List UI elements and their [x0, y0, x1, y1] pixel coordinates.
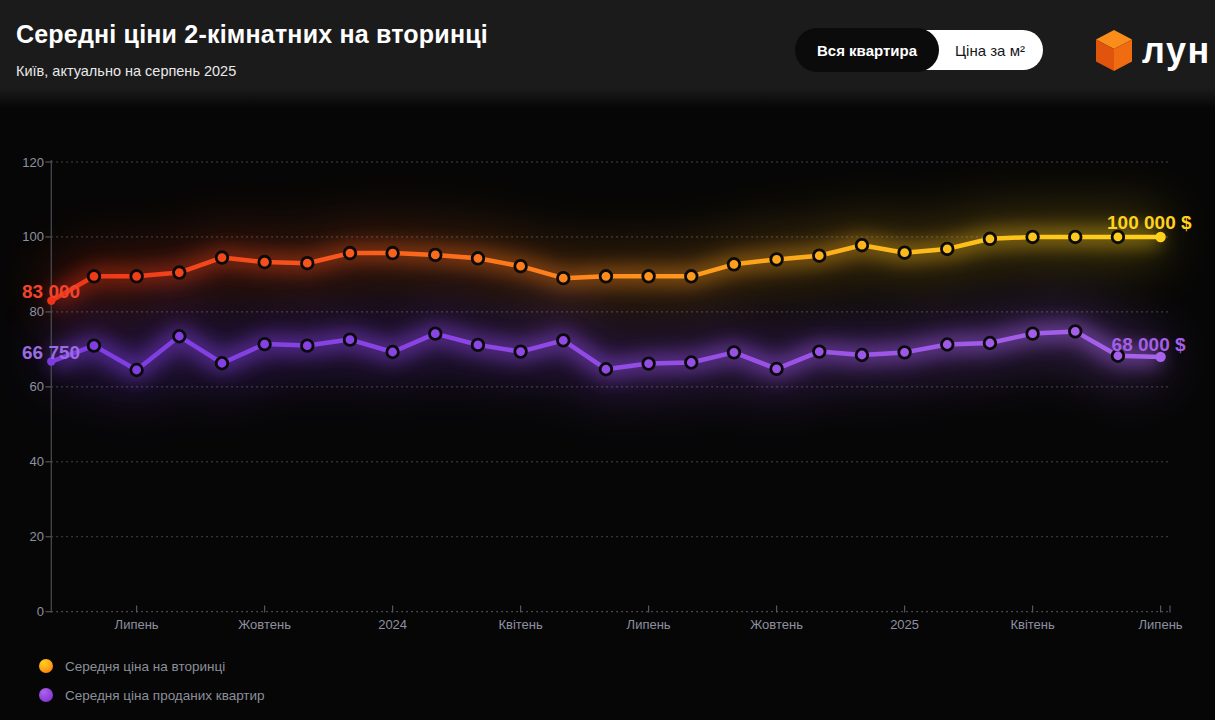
x-axis-label: Квітень [1010, 617, 1055, 632]
legend-dot-orange-icon [39, 659, 53, 673]
lun-logo-text: лун [1142, 29, 1211, 73]
data-point[interactable] [557, 335, 569, 347]
data-point[interactable] [813, 346, 825, 358]
legend-item-secondary-price: Середня ціна на вторинці [39, 653, 265, 679]
data-point[interactable] [344, 334, 356, 346]
data-point[interactable] [1069, 231, 1081, 243]
series-glow [51, 237, 1160, 301]
data-point[interactable] [856, 349, 868, 361]
data-point[interactable] [600, 363, 612, 375]
data-point[interactable] [813, 250, 825, 262]
data-point[interactable] [685, 357, 697, 369]
data-point[interactable] [472, 253, 484, 265]
data-point[interactable] [1027, 231, 1039, 243]
data-point[interactable] [685, 270, 697, 282]
y-axis-label: 120 [22, 155, 44, 170]
y-axis-label: 20 [30, 529, 44, 544]
series-line [51, 237, 1160, 301]
data-point[interactable] [47, 296, 55, 304]
y-axis-label: 40 [30, 454, 44, 469]
data-point[interactable] [1112, 350, 1124, 362]
data-point[interactable] [643, 358, 655, 370]
value-annotation: 100 000 $ [1107, 212, 1192, 233]
price-mode-toggle: Вся квартира Ціна за м² [797, 30, 1043, 70]
data-point[interactable] [131, 364, 143, 376]
data-point[interactable] [771, 363, 783, 375]
data-point[interactable] [984, 337, 996, 349]
page-title: Середні ціни 2-кімнатних на вторинці [16, 20, 488, 49]
x-axis-label: Жовтень [238, 617, 291, 632]
data-point[interactable] [216, 252, 228, 264]
data-point[interactable] [1027, 328, 1039, 340]
data-point[interactable] [88, 340, 100, 352]
page: Середні ціни 2-кімнатних на вторинці Киї… [0, 0, 1215, 720]
data-point[interactable] [515, 346, 527, 358]
lun-logo: лун [1095, 29, 1211, 73]
data-point[interactable] [1155, 232, 1165, 242]
data-point[interactable] [429, 249, 441, 261]
data-point[interactable] [515, 260, 527, 272]
toggle-option-price-per-m2[interactable]: Ціна за м² [937, 30, 1043, 70]
data-point[interactable] [984, 233, 996, 245]
toggle-option-whole-apartment[interactable]: Вся квартира [797, 30, 937, 70]
data-point[interactable] [387, 346, 399, 358]
data-point[interactable] [173, 267, 185, 279]
data-point[interactable] [941, 339, 953, 351]
chart-legend: Середня ціна на вторинці Середня ціна пр… [39, 653, 265, 711]
x-axis-label: 2025 [890, 617, 919, 632]
series-glow [51, 237, 1160, 301]
legend-dot-purple-icon [39, 688, 53, 702]
data-point[interactable] [1155, 352, 1165, 362]
data-point[interactable] [856, 239, 868, 251]
data-point[interactable] [472, 339, 484, 351]
data-point[interactable] [131, 270, 143, 282]
data-point[interactable] [301, 257, 313, 269]
data-point[interactable] [88, 270, 100, 282]
data-point[interactable] [47, 357, 55, 365]
data-point[interactable] [259, 338, 271, 350]
data-point[interactable] [429, 328, 441, 340]
data-point[interactable] [173, 330, 185, 342]
y-axis-label: 100 [22, 229, 44, 244]
data-point[interactable] [728, 347, 740, 359]
data-point[interactable] [899, 347, 911, 359]
legend-label: Середня ціна на вторинці [65, 659, 225, 674]
x-axis-label: 2024 [378, 617, 407, 632]
data-point[interactable] [557, 272, 569, 284]
data-point[interactable] [1112, 231, 1124, 243]
data-point[interactable] [1069, 326, 1081, 338]
x-axis-label: Жовтень [750, 617, 803, 632]
x-axis-label: Липень [115, 617, 159, 632]
y-axis-label: 0 [37, 604, 44, 619]
data-point[interactable] [728, 259, 740, 271]
lun-cube-icon [1095, 29, 1133, 73]
data-point[interactable] [941, 243, 953, 255]
data-point[interactable] [301, 340, 313, 352]
x-axis-label: Квітень [498, 617, 543, 632]
legend-label: Середня ціна проданих квартир [65, 688, 265, 703]
data-point[interactable] [899, 247, 911, 259]
page-subtitle: Київ, актуально на серпень 2025 [16, 63, 236, 79]
y-axis-label: 60 [30, 379, 44, 394]
data-point[interactable] [259, 256, 271, 268]
data-point[interactable] [643, 270, 655, 282]
data-point[interactable] [387, 247, 399, 259]
legend-item-sold-price: Середня ціна проданих квартир [39, 682, 265, 708]
data-point[interactable] [771, 254, 783, 266]
y-axis-label: 80 [30, 304, 44, 319]
data-point[interactable] [344, 247, 356, 259]
chart-canvas: 0 20 40 60 80 100 120 Липень Жовтень 2024 Квітень Л… [0, 0, 1215, 720]
x-axis-label: Липень [1139, 617, 1183, 632]
data-point[interactable] [216, 357, 228, 369]
data-point[interactable] [600, 270, 612, 282]
x-axis-label: Липень [627, 617, 671, 632]
